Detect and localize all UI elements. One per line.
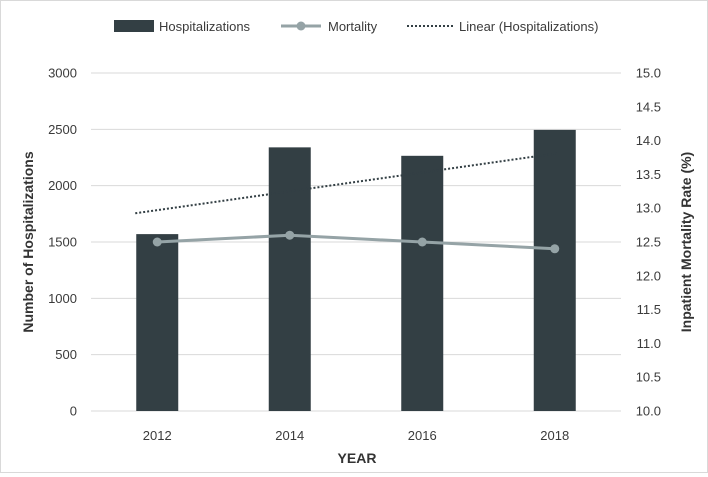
trendline <box>135 152 559 215</box>
right-tick-label: 10.5 <box>636 370 661 385</box>
legend-item-hospitalizations: Hospitalizations <box>114 19 251 34</box>
bar <box>401 155 444 411</box>
trendline-series <box>135 152 559 215</box>
left-tick-label: 1000 <box>48 291 77 306</box>
left-axis-ticks: 0 500 1000 1500 2000 2500 3000 <box>48 66 77 419</box>
x-axis-title: YEAR <box>338 450 377 466</box>
right-tick-label: 11.5 <box>637 302 661 317</box>
legend-label-linear: Linear (Hospitalizations) <box>459 19 598 34</box>
left-tick-label: 1500 <box>48 235 77 250</box>
right-tick-label: 14.5 <box>636 99 661 114</box>
x-tick-label: 2012 <box>143 428 172 443</box>
right-tick-label: 15.0 <box>636 66 661 81</box>
mortality-point <box>152 237 162 247</box>
left-tick-label: 2500 <box>48 122 77 137</box>
right-tick-label: 12.0 <box>636 268 661 283</box>
x-axis-ticks: 2012 2014 2016 2018 <box>143 428 569 443</box>
right-axis-ticks: 10.0 10.5 11.0 11.5 12.0 12.5 13.0 13.5 14.0 14.5… <box>636 66 661 419</box>
mortality-point <box>550 244 560 254</box>
left-tick-label: 3000 <box>48 66 77 81</box>
left-tick-label: 2000 <box>48 178 77 193</box>
line-series <box>152 230 560 254</box>
right-tick-label: 13.5 <box>636 167 661 182</box>
left-axis-title: Number of Hospitalizations <box>20 151 36 332</box>
right-tick-label: 13.0 <box>636 201 661 216</box>
mortality-point <box>417 237 427 247</box>
bar-series <box>136 129 576 412</box>
legend-item-linear: Linear (Hospitalizations) <box>407 19 598 34</box>
legend-swatch-mortality-marker <box>296 21 306 31</box>
legend-swatch-hospitalizations <box>114 20 154 32</box>
bar <box>533 129 576 411</box>
right-tick-label: 14.0 <box>636 133 661 148</box>
mortality-line <box>157 233 555 251</box>
x-tick-label: 2016 <box>408 428 437 443</box>
mortality-point <box>285 230 295 240</box>
right-axis-title: Inpatient Mortality Rate (%) <box>678 152 694 332</box>
left-tick-label: 0 <box>70 404 77 419</box>
right-tick-label: 12.5 <box>636 235 661 250</box>
legend: Hospitalizations Mortality Linear (Hospi… <box>114 19 598 34</box>
right-tick-label: 10.0 <box>636 404 661 419</box>
legend-label-mortality: Mortality <box>328 19 378 34</box>
x-tick-label: 2018 <box>540 428 569 443</box>
bar <box>136 234 179 411</box>
left-tick-label: 500 <box>55 347 77 362</box>
bar <box>268 147 311 412</box>
right-tick-label: 11.0 <box>637 336 661 351</box>
legend-item-mortality: Mortality <box>281 19 378 34</box>
x-tick-label: 2014 <box>275 428 304 443</box>
legend-label-hospitalizations: Hospitalizations <box>159 19 251 34</box>
